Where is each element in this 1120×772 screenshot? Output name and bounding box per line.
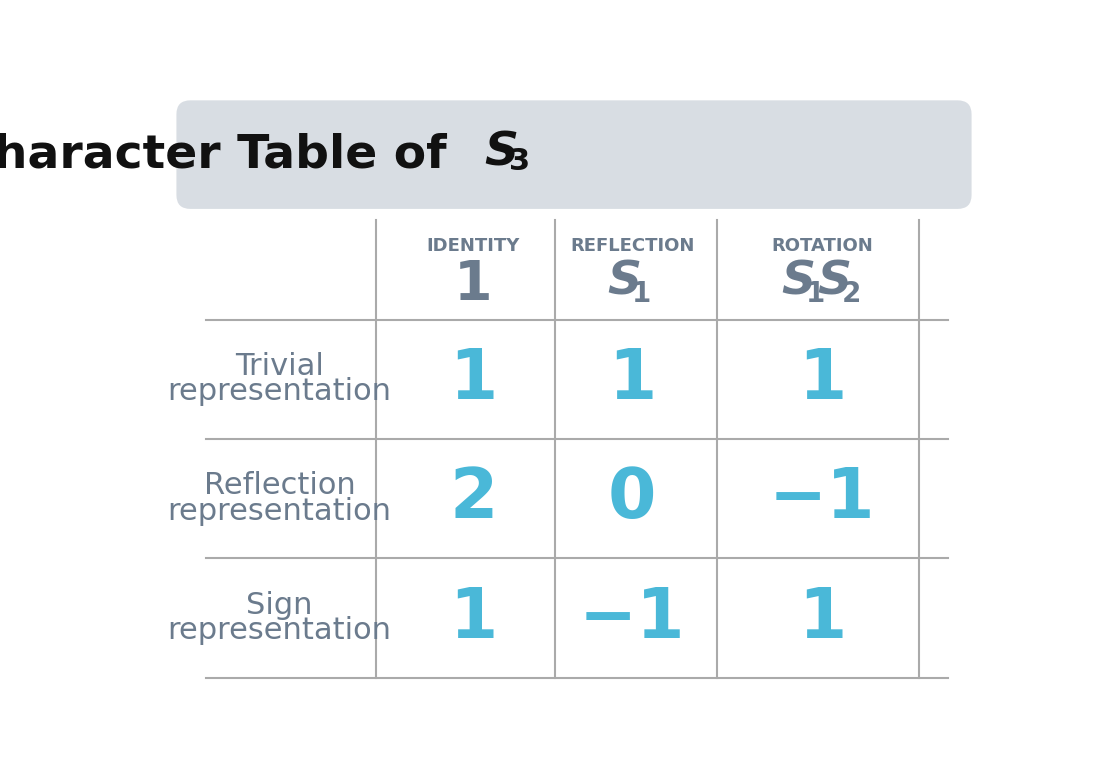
Text: REFLECTION: REFLECTION — [570, 238, 694, 256]
Text: representation: representation — [168, 616, 392, 645]
Text: Character Table of: Character Table of — [0, 132, 479, 177]
Text: 2: 2 — [842, 279, 861, 307]
Text: 2: 2 — [449, 466, 497, 533]
Text: 1: 1 — [797, 584, 846, 652]
Text: Trivial: Trivial — [235, 352, 324, 381]
Text: −1: −1 — [579, 584, 685, 652]
Text: IDENTITY: IDENTITY — [427, 238, 520, 256]
Text: representation: representation — [168, 378, 392, 406]
Text: 3: 3 — [508, 147, 530, 176]
Text: 1: 1 — [449, 346, 497, 413]
Text: S: S — [484, 130, 519, 175]
Text: −1: −1 — [768, 466, 875, 533]
Text: S: S — [607, 259, 642, 305]
Text: S: S — [818, 259, 851, 305]
Text: S: S — [782, 259, 815, 305]
Text: 1: 1 — [454, 258, 493, 312]
Text: 1: 1 — [449, 584, 497, 652]
FancyBboxPatch shape — [177, 100, 971, 209]
Text: 1: 1 — [608, 346, 656, 413]
Text: Sign: Sign — [246, 591, 312, 620]
Text: 1: 1 — [806, 279, 825, 307]
Text: 1: 1 — [797, 346, 846, 413]
Text: Reflection: Reflection — [204, 471, 355, 500]
Text: 0: 0 — [608, 466, 656, 533]
Text: representation: representation — [168, 496, 392, 526]
Text: ROTATION: ROTATION — [772, 238, 872, 256]
Text: 1: 1 — [632, 279, 651, 307]
